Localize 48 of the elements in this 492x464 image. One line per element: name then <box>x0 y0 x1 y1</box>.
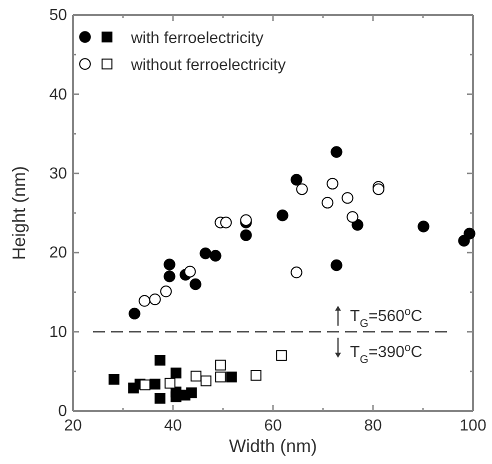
x-tick-label: 60 <box>264 417 282 434</box>
point <box>276 350 287 361</box>
y-tick-label: 10 <box>49 324 68 341</box>
point <box>210 250 222 262</box>
point <box>200 248 212 260</box>
point <box>140 379 150 390</box>
point <box>276 210 288 222</box>
point <box>372 183 384 196</box>
legend-label: with ferroelectricity <box>130 30 264 47</box>
point <box>464 228 476 240</box>
point <box>215 372 226 382</box>
point <box>240 214 252 226</box>
point <box>330 259 342 272</box>
point <box>164 378 176 389</box>
point <box>290 174 302 186</box>
point <box>128 308 140 320</box>
point <box>190 278 202 290</box>
x-tick-label: 100 <box>460 417 486 434</box>
point <box>154 354 166 366</box>
point <box>154 392 166 404</box>
y-tick-label: 20 <box>49 244 68 262</box>
point <box>108 374 120 385</box>
point <box>330 146 342 158</box>
point <box>226 372 237 382</box>
y-tick-label: 30 <box>49 166 68 183</box>
point <box>220 216 232 228</box>
x-tick-label: 80 <box>364 417 382 434</box>
point <box>184 266 196 278</box>
annotation: T$_{G}$=560$^{o}$C <box>350 306 422 330</box>
x-tick-label: 40 <box>164 417 182 434</box>
y-tick-label: 50 <box>49 7 68 24</box>
point <box>150 378 160 390</box>
y-axis-title: Height (nm) <box>9 166 29 260</box>
annotation: T$_{G}$=390$^{o}$C <box>350 342 422 366</box>
point <box>170 368 182 378</box>
point <box>250 370 262 381</box>
point <box>186 387 197 398</box>
point <box>215 360 226 370</box>
y-tick-label: 40 <box>49 86 68 104</box>
point <box>164 270 176 282</box>
point <box>418 220 430 232</box>
x-axis-title: Width (nm) <box>228 436 318 456</box>
legend-label: without ferroelectricity <box>130 57 286 74</box>
point <box>164 258 176 270</box>
point <box>240 229 252 242</box>
point <box>352 219 364 231</box>
point <box>200 376 212 386</box>
point <box>190 370 202 382</box>
